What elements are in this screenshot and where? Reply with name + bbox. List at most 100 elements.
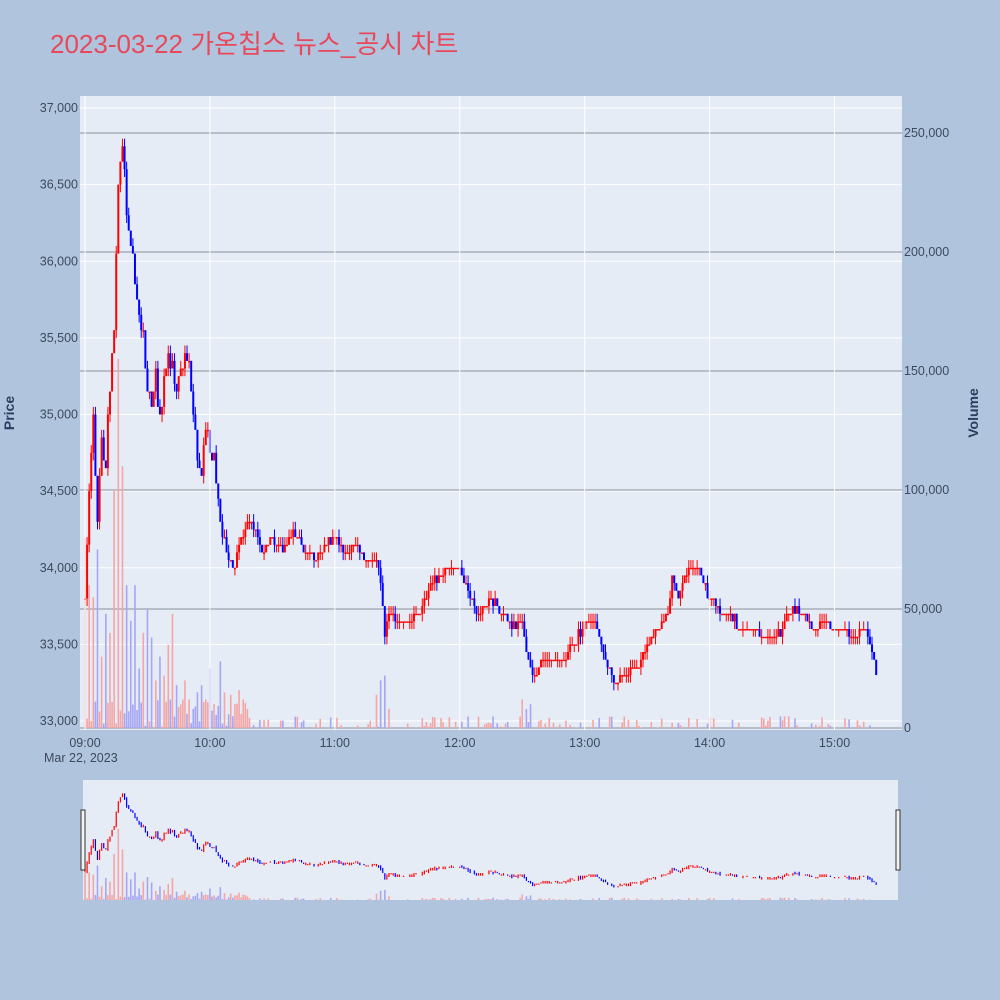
volume-axis-ticks: 0 50,000 100,000 150,000 200,000 250,000 [904,126,949,735]
candle-body [437,575,440,584]
mini-volume-bar [90,898,93,900]
candle-body [173,360,176,384]
price-axis-title: Price [1,396,17,430]
volume-bar [188,699,190,728]
volume-bar [454,721,457,728]
mini-volume-bar [86,898,88,900]
price-grid [80,107,902,722]
candle-body [669,598,672,614]
volume-bar [130,620,132,728]
candle-body [589,621,592,623]
mini-volume-bar [521,894,524,900]
volume-bar [211,710,213,728]
volume-bar [529,704,532,728]
volume-bar [302,720,305,728]
time-tick-label: 09:00 [69,736,100,750]
candle-body [483,606,486,608]
volume-bar [677,722,680,728]
mini-volume-bar [229,893,232,900]
candle-body [404,621,407,623]
mini-volume-bar [737,898,740,900]
candle-body [250,521,253,524]
mini-volume-bar [519,897,521,900]
candle-body [546,659,549,662]
range-slider-right-handle[interactable] [895,809,901,871]
candle-body [181,368,184,371]
volume-bar [140,702,143,728]
candle-body [633,667,636,669]
range-slider-left-handle[interactable] [80,809,86,871]
volume-bar [421,718,424,728]
candle-body [687,567,690,576]
volume-bar [787,716,790,728]
mini-volume-bar [248,898,251,900]
candle-body [338,537,341,545]
mini-volume-bar [706,899,709,900]
time-tick-label: 11:00 [320,736,350,750]
volume-bar [136,709,138,728]
volume-bar [731,719,734,728]
candle-body [375,560,378,562]
candle-body [371,560,374,562]
candle-body [875,659,878,676]
candle-body [754,629,757,631]
volume-bar [242,699,245,728]
candle-body [473,598,476,607]
candle-body [188,360,191,363]
candle-body [839,629,842,631]
candle-body [537,667,540,676]
volume-bar [538,721,540,728]
candle-body [808,621,811,623]
candle-body [660,621,663,630]
candle-body [862,629,865,631]
volume-bar [569,724,571,728]
candle-body [675,583,678,591]
candle-body [242,537,245,539]
candle-body [296,537,299,539]
candle-body [281,544,284,553]
candle-body [696,567,699,570]
volume-bar [92,597,95,728]
candle-body [427,590,430,599]
volume-bar [858,725,861,728]
volume-bar [184,680,186,728]
candle-body [313,552,316,561]
volume-bar [627,719,630,728]
mini-volume-bar [552,898,555,900]
mini-volume-bar [159,886,161,900]
mini-volume-bar [246,896,249,900]
candle-body [612,675,615,683]
mini-volume-bar [163,889,165,900]
volume-bar [369,720,372,728]
candle-body [271,537,274,539]
candle-body [787,613,790,616]
volume-bar [598,717,601,728]
volume-bar [548,717,551,728]
volume-bar [142,632,145,728]
candle-body [544,659,547,662]
volume-bar [477,716,480,728]
candle-body [864,629,867,631]
candle-body [450,567,453,570]
volume-bar [610,716,613,728]
price-axis-ticks: 33,000 33,500 34,000 34,500 35,000 35,500 36,0… [40,101,78,728]
candle-body [818,621,821,630]
mini-volume-bar [198,898,201,900]
mini-volume-bar [490,899,492,900]
volume-bar [848,719,850,728]
volume-bar [221,723,224,728]
candle-body [292,529,295,538]
candle-body [381,583,384,607]
candle-body [300,537,303,545]
candle-body [533,675,536,677]
volume-bar [232,716,234,728]
candle-body [487,598,490,607]
mini-volume-bar [431,897,434,900]
volume-bar [769,716,771,728]
volume-bar [623,716,626,728]
candle-body [92,414,95,453]
candle-body [111,353,114,392]
main-plot-area[interactable] [80,96,902,730]
range-slider[interactable] [83,780,898,900]
